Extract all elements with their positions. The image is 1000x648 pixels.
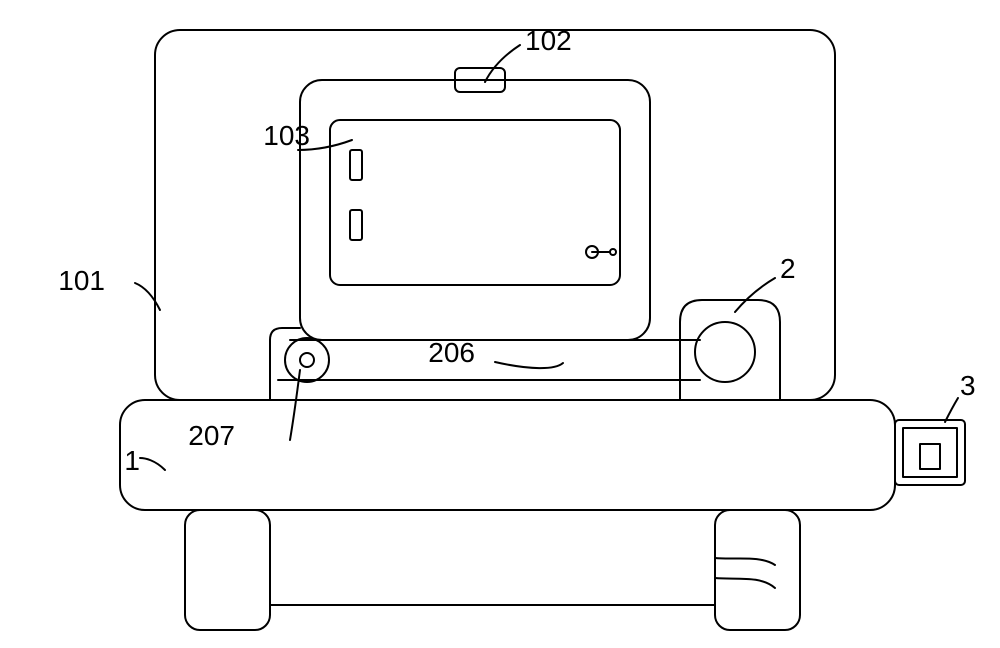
label-207: 207 xyxy=(188,420,235,451)
technical-drawing: 102 103 101 2 206 207 1 3 xyxy=(0,0,1000,648)
lead-101 xyxy=(135,283,160,310)
lead-3 xyxy=(945,398,958,422)
hinge-top xyxy=(350,150,362,180)
base-slab xyxy=(120,400,895,510)
door-handle xyxy=(586,246,616,258)
label-1: 1 xyxy=(124,445,140,476)
conveyor-206 xyxy=(278,340,700,380)
label-206: 206 xyxy=(428,337,475,368)
label-103: 103 xyxy=(263,120,310,151)
label-102: 102 xyxy=(525,25,572,56)
lead-1 xyxy=(140,458,165,470)
label-3: 3 xyxy=(960,370,976,401)
leg-right xyxy=(715,510,800,630)
side-box-3 xyxy=(895,420,965,485)
label-101: 101 xyxy=(58,265,105,296)
label-2: 2 xyxy=(780,253,796,284)
roller-right xyxy=(695,322,755,382)
screen-inner-103 xyxy=(330,120,620,285)
hose xyxy=(715,558,775,588)
roller-left-outer xyxy=(285,338,329,382)
roller-left-inner xyxy=(300,353,314,367)
hinge-bottom xyxy=(350,210,362,240)
lead-206 xyxy=(495,362,563,368)
back-panel xyxy=(155,30,835,400)
lead-102 xyxy=(485,45,520,82)
leg-left xyxy=(185,510,270,630)
lead-2 xyxy=(735,278,775,312)
